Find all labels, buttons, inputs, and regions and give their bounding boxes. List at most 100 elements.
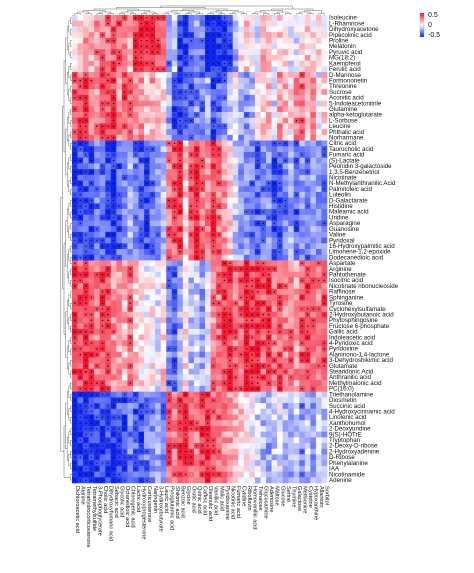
- significance-marker: [96, 405, 98, 407]
- heatmap-cell: [266, 20, 272, 27]
- heatmap-cell: [138, 249, 145, 256]
- significance-marker: [107, 371, 109, 373]
- heatmap-cell: [99, 260, 106, 267]
- significance-marker: [190, 154, 192, 156]
- significance-marker: [212, 450, 215, 453]
- heatmap-cell: [94, 357, 101, 364]
- significance-marker: [74, 285, 76, 287]
- significance-marker: [268, 313, 270, 316]
- dendrogram-branch: [62, 106, 64, 290]
- significance-marker: [140, 142, 142, 145]
- heatmap-cell: [188, 140, 195, 147]
- significance-marker: [107, 188, 109, 190]
- heatmap-cell: [210, 317, 217, 324]
- significance-marker: [306, 313, 309, 316]
- heatmap-cell: [94, 231, 101, 238]
- heatmap-cell: [166, 94, 173, 101]
- significance-marker: [218, 416, 220, 419]
- heatmap-cell: [127, 237, 134, 244]
- heatmap-cell: [116, 129, 123, 136]
- heatmap-cell: [166, 288, 173, 295]
- heatmap-cell: [177, 197, 184, 204]
- heatmap-cell: [138, 368, 145, 375]
- significance-marker: [146, 405, 148, 407]
- heatmap-cell: [321, 77, 328, 84]
- heatmap-cell: [121, 249, 128, 256]
- heatmap-cell: [249, 134, 256, 141]
- heatmap-cell: [127, 311, 134, 318]
- heatmap-cell: [299, 420, 306, 427]
- heatmap-cell: [232, 391, 239, 398]
- dendrogram-branch: [285, 13, 292, 15]
- heatmap-cell: [288, 465, 295, 472]
- significance-marker: [162, 68, 165, 70]
- heatmap-cell: [293, 357, 300, 364]
- heatmap-cell: [310, 112, 317, 119]
- heatmap-cell: [116, 26, 123, 33]
- heatmap-cell: [121, 169, 128, 176]
- heatmap-cell: [293, 180, 300, 187]
- dendrogram-branch: [70, 394, 72, 401]
- heatmap-cell: [199, 191, 206, 198]
- heatmap-cell: [132, 249, 139, 256]
- significance-marker: [85, 102, 87, 105]
- significance-marker: [146, 222, 148, 225]
- heatmap-cell: [193, 431, 200, 438]
- significance-marker: [184, 74, 187, 76]
- heatmap-cell: [266, 454, 272, 461]
- heatmap-cell: [277, 368, 283, 375]
- heatmap-cell: [121, 220, 128, 227]
- significance-marker: [179, 159, 181, 162]
- heatmap-cell: [249, 437, 256, 444]
- significance-marker: [190, 188, 192, 190]
- heatmap-cell: [171, 454, 178, 461]
- significance-marker: [301, 262, 303, 264]
- heatmap-cell: [221, 249, 228, 256]
- heatmap-cell: [260, 54, 267, 61]
- significance-marker: [79, 256, 82, 259]
- heatmap-cell: [132, 323, 139, 330]
- heatmap-cell: [282, 323, 289, 330]
- heatmap-cell: [227, 226, 234, 233]
- heatmap-cell: [293, 317, 300, 324]
- significance-marker: [323, 313, 325, 316]
- heatmap-cell: [182, 283, 189, 290]
- significance-marker: [135, 462, 137, 464]
- heatmap-cell: [116, 32, 123, 39]
- significance-marker: [79, 473, 82, 476]
- heatmap-cell: [127, 448, 134, 455]
- significance-marker: [229, 313, 231, 316]
- significance-marker: [85, 342, 87, 344]
- heatmap-cell: [127, 254, 134, 261]
- heatmap-cell: [310, 157, 317, 164]
- significance-marker: [118, 456, 120, 459]
- heatmap-cell: [238, 54, 245, 61]
- heatmap-cell: [221, 266, 228, 273]
- significance-marker: [90, 462, 93, 464]
- significance-marker: [85, 137, 87, 139]
- heatmap-cell: [188, 226, 195, 233]
- heatmap-cell: [293, 106, 300, 113]
- heatmap-cell: [127, 408, 134, 415]
- heatmap-cell: [293, 243, 300, 250]
- significance-marker: [101, 239, 104, 242]
- heatmap-cell: [160, 249, 167, 256]
- heatmap-cell: [160, 54, 167, 61]
- heatmap-cell: [77, 266, 84, 273]
- heatmap-cell: [88, 106, 95, 113]
- heatmap-cell: [254, 129, 261, 136]
- significance-marker: [179, 188, 181, 190]
- significance-marker: [290, 331, 292, 333]
- heatmap-cell: [243, 391, 250, 398]
- significance-marker: [79, 119, 82, 122]
- significance-marker: [107, 182, 109, 185]
- significance-marker: [251, 182, 253, 185]
- heatmap-cell: [221, 357, 228, 364]
- heatmap-cell: [238, 477, 245, 484]
- heatmap-cell: [127, 323, 134, 330]
- significance-marker: [173, 388, 176, 390]
- significance-marker: [268, 325, 270, 327]
- heatmap-cell: [149, 431, 156, 438]
- heatmap-cell: [188, 403, 195, 410]
- significance-marker: [74, 154, 76, 156]
